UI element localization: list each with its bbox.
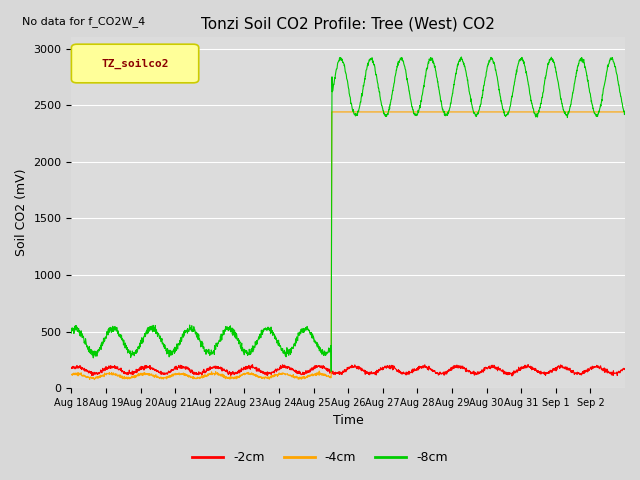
X-axis label: Time: Time	[333, 414, 364, 427]
Legend: -2cm, -4cm, -8cm: -2cm, -4cm, -8cm	[187, 446, 453, 469]
Text: TZ_soilco2: TZ_soilco2	[101, 59, 169, 69]
Text: No data for f_CO2W_4: No data for f_CO2W_4	[22, 16, 145, 27]
Title: Tonzi Soil CO2 Profile: Tree (West) CO2: Tonzi Soil CO2 Profile: Tree (West) CO2	[201, 17, 495, 32]
FancyBboxPatch shape	[72, 44, 199, 83]
Y-axis label: Soil CO2 (mV): Soil CO2 (mV)	[15, 169, 28, 256]
